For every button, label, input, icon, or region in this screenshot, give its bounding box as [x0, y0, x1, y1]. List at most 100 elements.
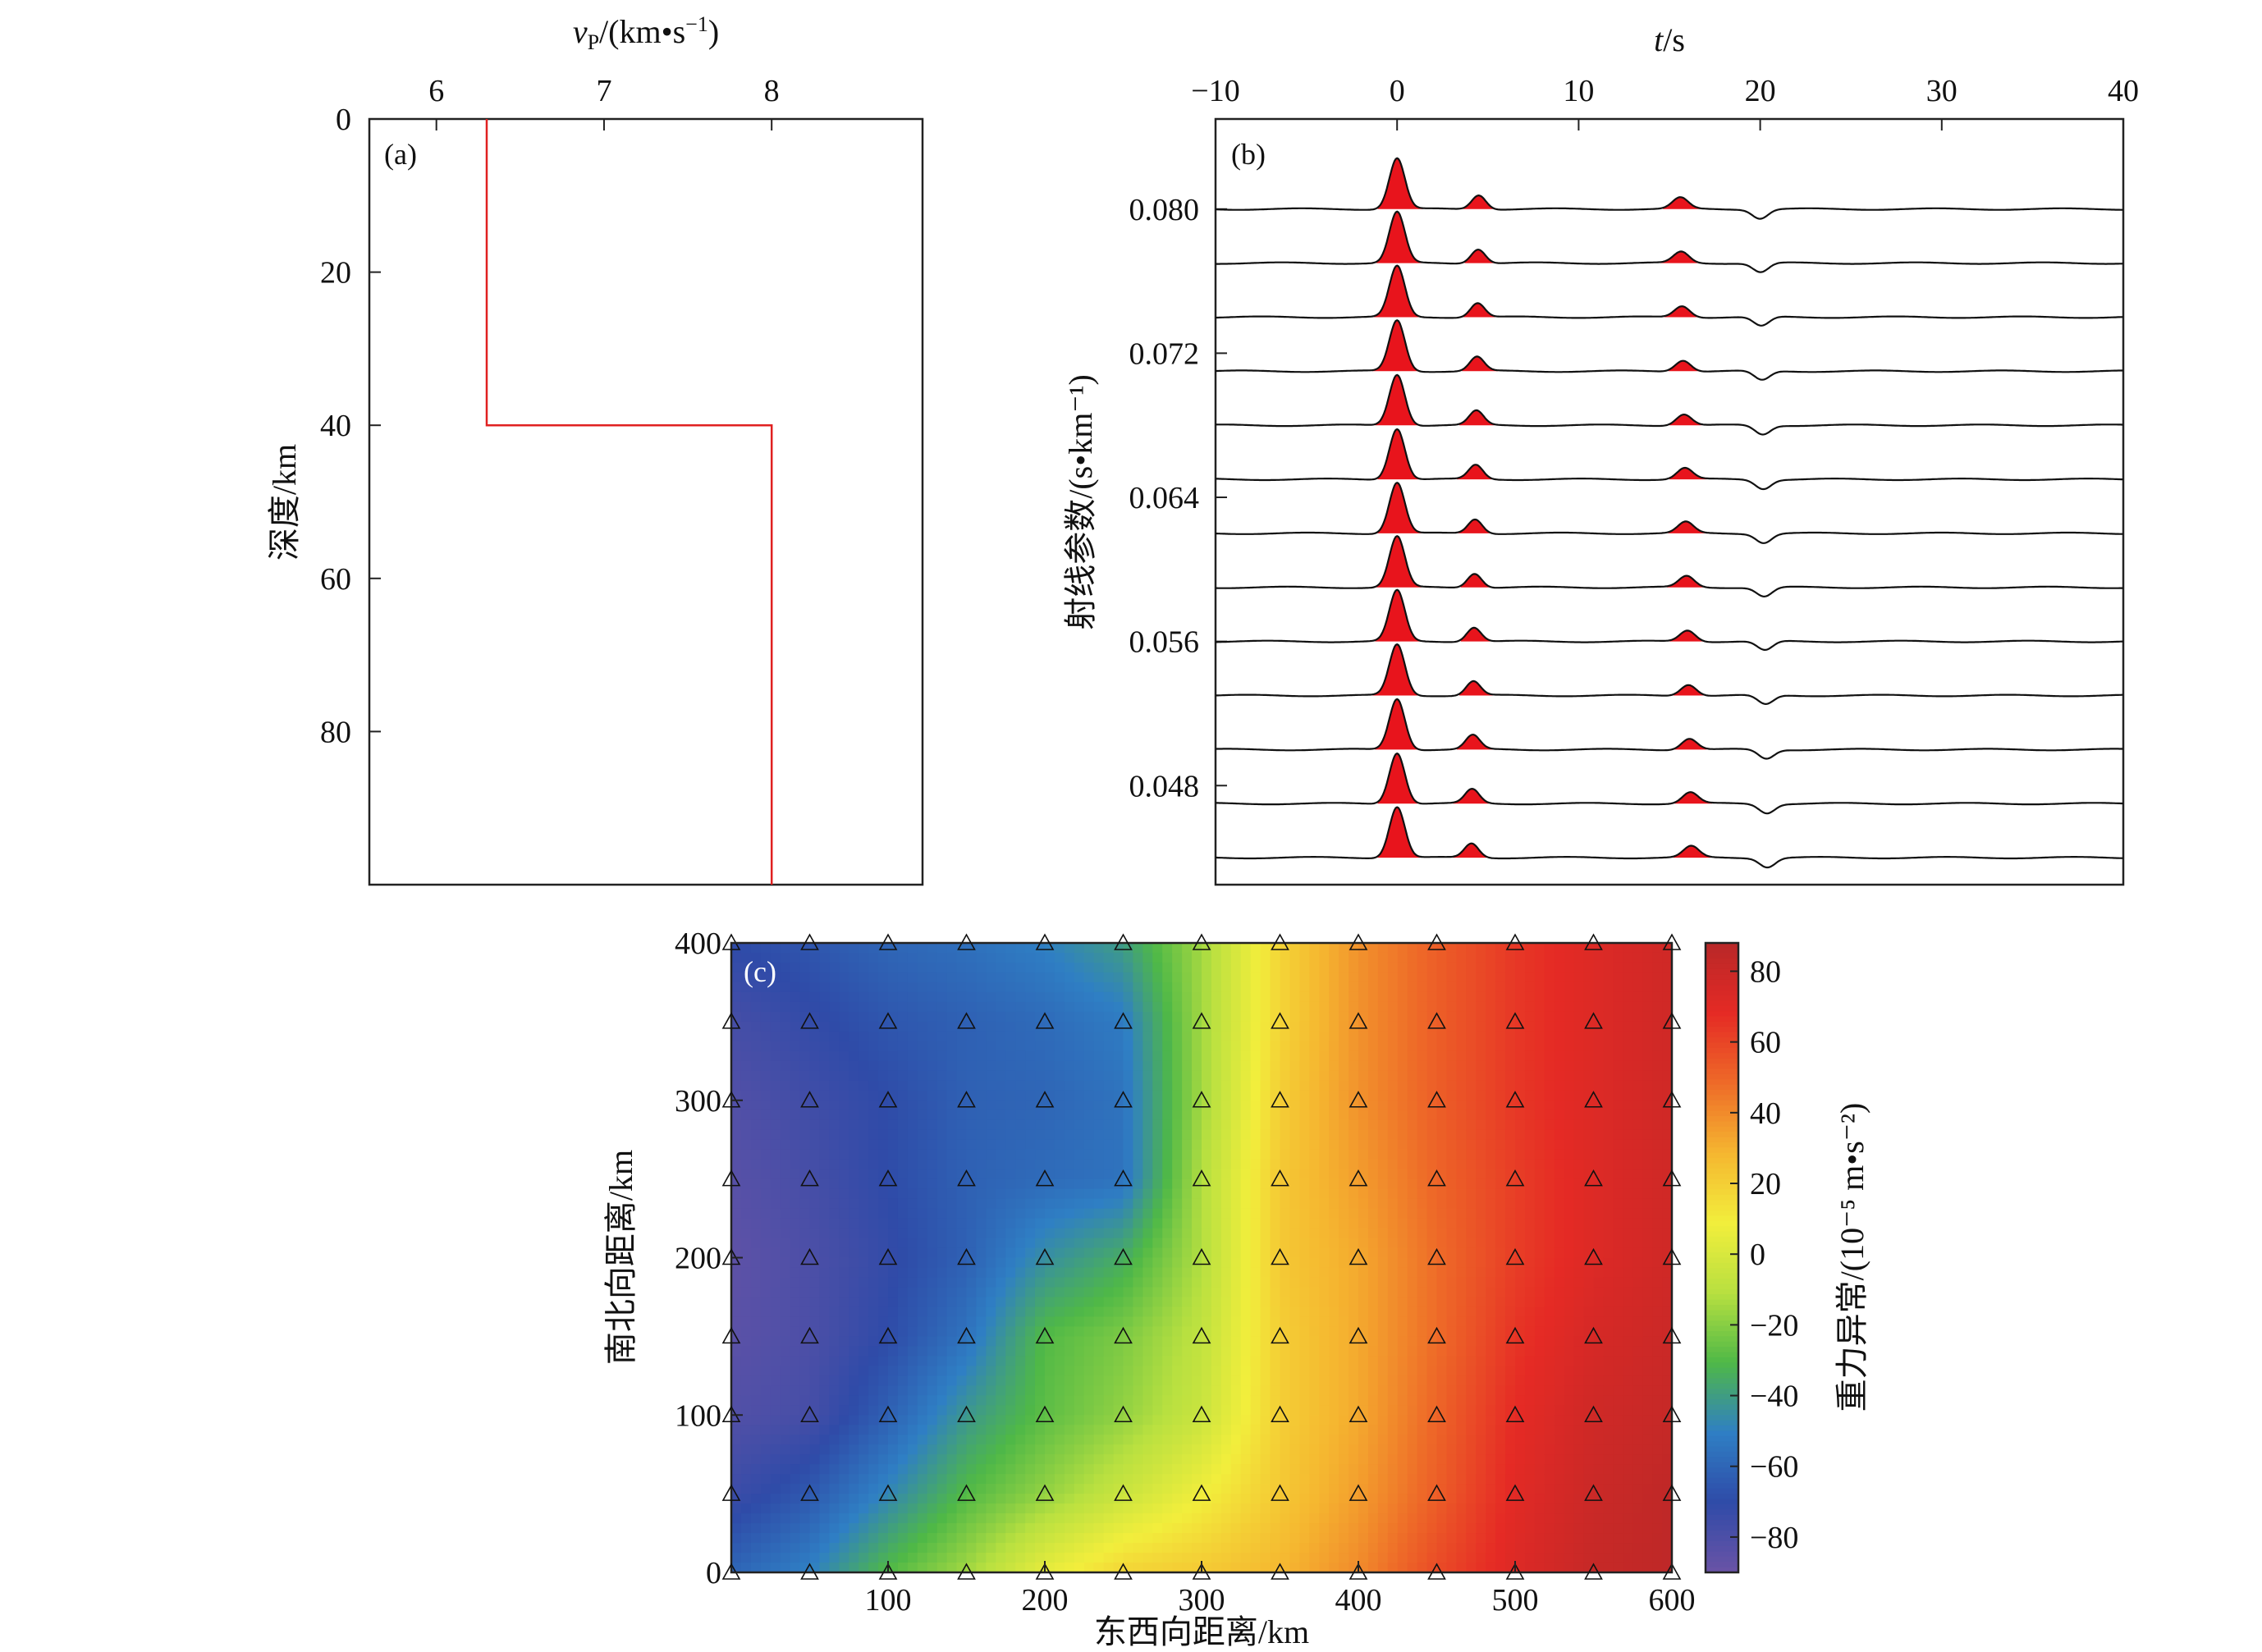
heatmap-cell: [1103, 1484, 1115, 1494]
heatmap-cell: [1466, 1119, 1477, 1131]
heatmap-cell: [868, 1178, 879, 1190]
heatmap-cell: [1270, 1306, 1281, 1318]
heatmap-cell: [1280, 1444, 1291, 1455]
heatmap-cell: [1329, 1060, 1339, 1072]
heatmap-cell: [1182, 1159, 1193, 1170]
heatmap-cell: [1339, 1306, 1349, 1318]
heatmap-cell: [1446, 1139, 1458, 1151]
heatmap-cell: [1133, 1080, 1144, 1091]
heatmap-cell: [1152, 1346, 1164, 1357]
heatmap-cell: [859, 1444, 869, 1455]
heatmap-cell: [1142, 1228, 1154, 1239]
heatmap-cell: [1407, 1444, 1418, 1455]
heatmap-cell: [888, 1070, 899, 1082]
heatmap-cell: [1250, 1464, 1262, 1475]
heatmap-cell: [790, 1435, 801, 1445]
heatmap-cell: [1260, 1198, 1271, 1210]
heatmap-cell: [770, 1444, 781, 1455]
heatmap-cell: [1093, 1139, 1105, 1151]
heatmap-cell: [907, 1503, 918, 1514]
heatmap-cell: [1182, 1425, 1193, 1436]
heatmap-cell: [1093, 1474, 1105, 1485]
heatmap-cell: [1319, 1543, 1330, 1554]
heatmap-cell: [731, 1119, 742, 1131]
heatmap-cell: [897, 1513, 909, 1524]
heatmap-cell: [790, 952, 801, 963]
heatmap-cell: [1211, 1021, 1222, 1032]
heatmap-cell: [897, 1188, 909, 1200]
heatmap-cell: [1309, 1415, 1321, 1426]
heatmap-cell: [1162, 1119, 1173, 1131]
heatmap-cell: [1083, 1178, 1095, 1190]
heatmap-cell: [1260, 1238, 1271, 1249]
heatmap-cell: [897, 1326, 909, 1338]
heatmap-cell: [1172, 1553, 1183, 1563]
heatmap-cell: [1426, 1306, 1438, 1318]
heatmap-cell: [1377, 1464, 1389, 1475]
heatmap-cell: [1319, 1464, 1330, 1475]
heatmap-cell: [1123, 1238, 1134, 1249]
heatmap-cell: [976, 1316, 987, 1328]
heatmap-cell: [868, 1050, 879, 1062]
heatmap-cell: [946, 1425, 958, 1436]
heatmap-cell: [1005, 1267, 1016, 1279]
heatmap-cell: [1456, 1021, 1468, 1032]
heatmap-cell: [986, 1444, 997, 1455]
heatmap-cell: [1407, 1277, 1418, 1288]
heatmap-cell: [780, 1080, 791, 1091]
heatmap-cell: [1339, 1375, 1349, 1387]
heatmap-cell: [986, 1533, 997, 1544]
heatmap-cell: [809, 1464, 821, 1475]
heatmap-cell: [1260, 1513, 1271, 1524]
heatmap-cell: [1476, 1110, 1486, 1121]
heatmap-cell: [1397, 1159, 1408, 1170]
heatmap-cell: [1192, 1346, 1202, 1357]
heatmap-cell: [1348, 972, 1359, 983]
heatmap-cell: [790, 1070, 801, 1082]
heatmap-cell: [1466, 1297, 1477, 1308]
heatmap-cell: [976, 1306, 987, 1318]
heatmap-cell: [1466, 1543, 1477, 1554]
heatmap-cell: [1015, 1336, 1026, 1348]
heatmap-cell: [1220, 1366, 1232, 1377]
heatmap-cell: [1240, 1346, 1252, 1357]
heatmap-cell: [1220, 1119, 1232, 1131]
heatmap-cell: [996, 1090, 1007, 1101]
heatmap-cell: [976, 1297, 987, 1308]
heatmap-cell: [1005, 1149, 1016, 1160]
heatmap-cell: [1162, 1405, 1173, 1416]
heatmap-cell: [790, 1385, 801, 1397]
heatmap-cell: [1436, 1149, 1448, 1160]
heatmap-cell: [750, 1523, 762, 1534]
heatmap-cell: [868, 1218, 879, 1229]
heatmap-cell: [1250, 1011, 1262, 1023]
heatmap-cell: [1123, 1060, 1134, 1072]
heatmap-cell: [1250, 972, 1262, 983]
heatmap-cell: [1162, 1218, 1173, 1229]
heatmap-cell: [897, 1080, 909, 1091]
heatmap-cell: [1220, 1011, 1232, 1023]
heatmap-cell: [1299, 1464, 1311, 1475]
heatmap-cell: [1250, 1100, 1262, 1111]
heatmap-cell: [760, 1395, 772, 1407]
heatmap-cell: [946, 1494, 958, 1504]
heatmap-cell: [907, 982, 918, 993]
heatmap-cell: [1329, 1297, 1339, 1308]
heatmap-cell: [1358, 1090, 1369, 1101]
heatmap-cell: [966, 1513, 978, 1524]
heatmap-cell: [1358, 952, 1369, 963]
heatmap-cell: [1309, 1139, 1321, 1151]
heatmap-cell: [1240, 1090, 1252, 1101]
heatmap-cell: [1270, 1395, 1281, 1407]
heatmap-cell: [996, 1188, 1007, 1200]
heatmap-cell: [878, 1405, 889, 1416]
heatmap-cell: [799, 1326, 811, 1338]
heatmap-cell: [878, 1001, 889, 1013]
heatmap-cell: [1172, 972, 1183, 983]
heatmap-cell: [956, 1031, 968, 1042]
heatmap-cell: [1025, 1375, 1036, 1387]
heatmap-cell: [1260, 962, 1271, 973]
heatmap-cell: [966, 1110, 978, 1121]
heatmap-cell: [799, 1139, 811, 1151]
heatmap-cell: [1083, 1218, 1095, 1229]
